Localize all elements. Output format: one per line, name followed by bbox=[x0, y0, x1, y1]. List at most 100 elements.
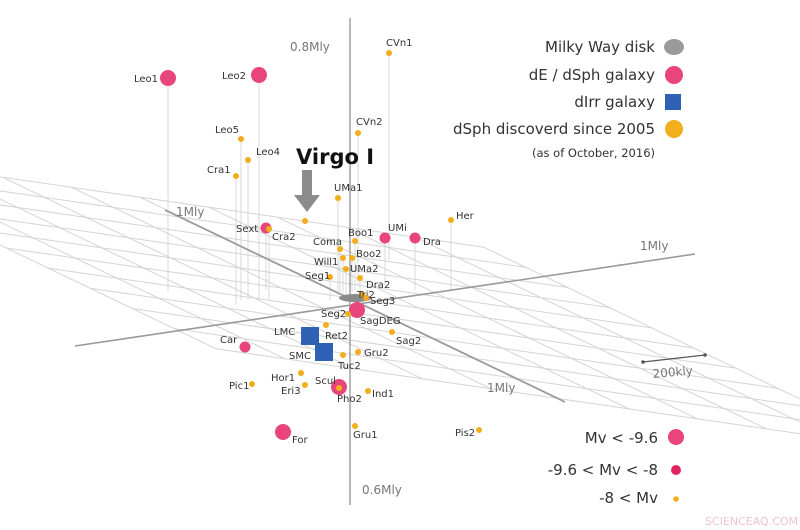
mag-label: -8 < Mv bbox=[599, 489, 658, 507]
galaxy-cra2: Cra2 bbox=[266, 226, 296, 243]
legend-note: (as of October, 2016) bbox=[532, 146, 655, 160]
grid-line bbox=[0, 244, 217, 350]
galaxy-leo5: Leo5 bbox=[215, 125, 244, 142]
galaxy-label: Seg2 bbox=[321, 309, 346, 320]
galaxy-uma1: UMa1 bbox=[334, 183, 362, 201]
galaxy-marker bbox=[352, 423, 358, 429]
scale-bar: 200kly bbox=[641, 353, 707, 381]
galaxy-label: Seg3 bbox=[370, 296, 395, 307]
galaxy-marker bbox=[386, 50, 392, 56]
galaxy-lmc: LMC bbox=[274, 327, 319, 345]
galaxy-marker bbox=[302, 382, 308, 388]
galaxy-leo4: Leo4 bbox=[245, 147, 280, 163]
galaxy-seg2: Seg2 bbox=[321, 309, 351, 320]
galaxy-label: Scul bbox=[315, 376, 336, 387]
galaxy-label: Leo1 bbox=[134, 74, 158, 85]
galaxy-ret2: Ret2 bbox=[323, 322, 348, 342]
galaxy-marker bbox=[349, 302, 365, 318]
galaxy-label: LMC bbox=[274, 327, 295, 338]
galaxy-label: Eri3 bbox=[281, 386, 301, 397]
galaxy-leo1: Leo1 bbox=[134, 70, 176, 86]
galaxy-label: Her bbox=[456, 211, 475, 222]
galaxy-label: Sag2 bbox=[396, 336, 421, 347]
galaxy-label: Pho2 bbox=[337, 394, 362, 405]
dirr-legend-icon bbox=[665, 94, 681, 110]
galaxy-marker bbox=[239, 341, 251, 353]
drop-lines bbox=[167, 53, 452, 305]
galaxy-marker bbox=[379, 232, 391, 244]
galaxy-label: Seg1 bbox=[305, 271, 330, 282]
galaxy-marker bbox=[266, 226, 272, 232]
galaxy-marker bbox=[251, 67, 267, 83]
galaxy-seg3: Seg3 bbox=[363, 295, 395, 307]
galaxy-label: Pic1 bbox=[229, 381, 249, 392]
galaxy-marker bbox=[275, 424, 291, 440]
galaxy-pis2: Pis2 bbox=[455, 427, 482, 439]
grid-line bbox=[346, 226, 767, 430]
galaxy-umi: UMi bbox=[379, 223, 407, 244]
galaxy-coma: Coma bbox=[313, 237, 343, 252]
galaxy-boo1: Boo1 bbox=[348, 228, 373, 244]
milky-way-legend-icon bbox=[664, 39, 684, 55]
galaxy-label: Boo2 bbox=[356, 249, 381, 260]
galaxy-marker bbox=[233, 173, 239, 179]
galaxy-label: Coma bbox=[313, 237, 342, 248]
galaxy-marker bbox=[323, 322, 329, 328]
z-top-label: 0.8Mly bbox=[290, 40, 330, 54]
galaxy-cra1: Cra1 bbox=[207, 165, 239, 179]
y-axis bbox=[74, 253, 696, 347]
galaxy-marker bbox=[363, 295, 369, 301]
grid-line bbox=[414, 236, 800, 423]
galaxy-for: For bbox=[275, 424, 309, 446]
grid-line bbox=[277, 216, 698, 420]
grid-line bbox=[174, 328, 800, 421]
galaxy-marker bbox=[238, 136, 244, 142]
galaxy-points: Leo1 Leo2 Leo5 Leo4 Cra1 CVn1 CVn2 UMa1 Sext Cra2… bbox=[134, 38, 482, 446]
galaxy-label: Dra bbox=[423, 237, 441, 248]
galaxy-hor1: Hor1 bbox=[271, 370, 304, 384]
galaxy-marker bbox=[315, 343, 333, 361]
galaxy-sagdeg: SagDEG bbox=[349, 302, 401, 327]
galaxy-label: CVn1 bbox=[386, 38, 413, 49]
x-left-label: 1Mly bbox=[176, 205, 204, 219]
galaxy-pic1: Pic1 bbox=[229, 381, 255, 392]
galaxy-boo2: Boo2 bbox=[349, 249, 381, 261]
galaxy-uma2: UMa2 bbox=[343, 264, 378, 275]
galaxy-gru1: Gru1 bbox=[352, 423, 378, 441]
galaxy-marker bbox=[327, 274, 333, 280]
mag-label: Mv < -9.6 bbox=[585, 429, 658, 447]
galaxy-marker bbox=[249, 381, 255, 387]
galaxy-seg1: Seg1 bbox=[305, 271, 333, 282]
y-right-label: 1Mly bbox=[640, 239, 668, 253]
z-bottom-label: 0.6Mly bbox=[362, 483, 402, 497]
galaxy-cvn2: CVn2 bbox=[355, 117, 383, 136]
galaxy-label: Dra2 bbox=[366, 280, 390, 291]
watermark: SCIENCEAQ.COM bbox=[705, 515, 798, 528]
galaxy-label: Leo2 bbox=[222, 71, 246, 82]
galaxy-marker bbox=[476, 427, 482, 433]
grid-line bbox=[2, 176, 423, 380]
magnitude-legend: Mv < -9.6 -9.6 < Mv < -8 -8 < Mv bbox=[548, 429, 684, 507]
legend-label: dE / dSph galaxy bbox=[529, 66, 655, 84]
galaxy-label: Hor1 bbox=[271, 373, 295, 384]
galaxy-marker bbox=[337, 246, 343, 252]
galaxy-marker bbox=[340, 352, 346, 358]
grid-line bbox=[483, 246, 800, 400]
galaxy-marker bbox=[298, 370, 304, 376]
galaxy-label: CVn2 bbox=[356, 117, 383, 128]
dsph-legend-icon bbox=[665, 66, 683, 84]
galaxy-scul: Scul bbox=[315, 376, 347, 395]
mag-label: -9.6 < Mv < -8 bbox=[548, 461, 658, 479]
x-right-label: 1Mly bbox=[487, 381, 515, 395]
galaxy-marker bbox=[389, 329, 395, 335]
mag-medium-icon bbox=[671, 465, 681, 475]
galaxy-marker bbox=[160, 70, 176, 86]
galaxy-label: Gru2 bbox=[364, 348, 389, 359]
grid-line bbox=[208, 206, 629, 410]
galaxy-marker bbox=[343, 266, 349, 272]
galaxy-marker bbox=[245, 157, 251, 163]
galaxy-label: Leo4 bbox=[256, 147, 280, 158]
galaxy-pho2: Pho2 bbox=[336, 385, 362, 405]
